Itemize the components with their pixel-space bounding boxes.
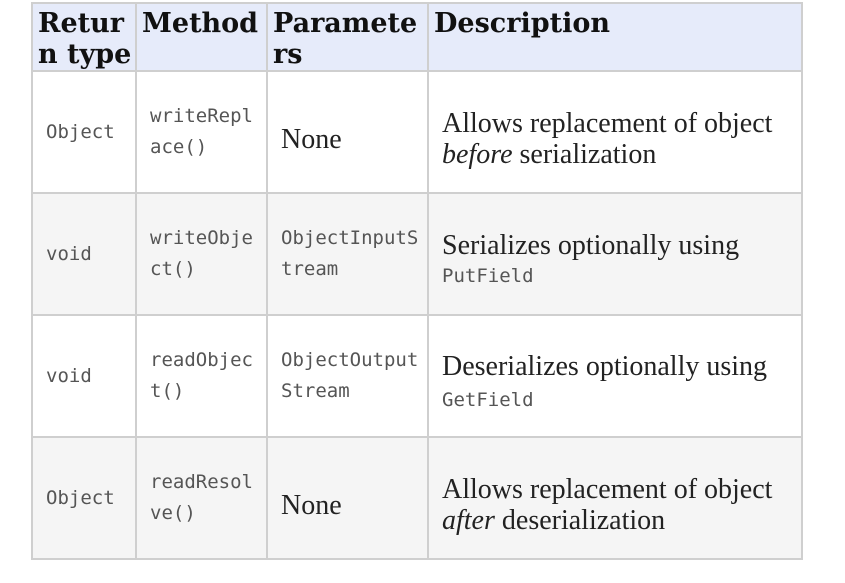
header-parameters: Parameters	[266, 2, 429, 72]
cell-parameters: None	[266, 70, 429, 194]
description-text: serialization	[512, 139, 657, 170]
header-return-type: Return type	[31, 2, 137, 72]
cell-return-type: Object	[31, 70, 137, 194]
cell-return-type: void	[31, 192, 137, 316]
cell-parameters: ObjectOutputStream	[266, 314, 429, 438]
description-text: Serializes optionally using	[442, 230, 740, 261]
cell-parameters: ObjectInputStream	[266, 192, 429, 316]
cell-method: readObject()	[135, 314, 268, 438]
cell-return-type: void	[31, 314, 137, 438]
cell-return-type: Object	[31, 436, 137, 560]
cell-description: Allows replacement of object before seri…	[427, 70, 803, 194]
cell-description: Deserializes optionally using GetField	[427, 314, 803, 438]
description-text: Allows replacement of object	[442, 474, 773, 505]
serialization-methods-table: Return type Method Parameters Descriptio…	[31, 2, 803, 560]
description-emphasis: before	[442, 139, 513, 170]
description-text: Deserializes optionally using	[442, 350, 768, 382]
header-method: Method	[135, 2, 268, 72]
cell-description: Serializes optionally using PutField	[427, 192, 803, 316]
description-emphasis: after	[442, 505, 495, 536]
description-code: GetField	[442, 388, 534, 411]
table-row: void writeObject() ObjectInputStream Ser…	[31, 192, 803, 316]
header-description: Description	[427, 2, 803, 72]
cell-method: readResolve()	[135, 436, 268, 560]
description-code: PutField	[442, 265, 534, 287]
cell-method: writeReplace()	[135, 70, 268, 194]
cell-parameters: None	[266, 436, 429, 560]
cell-method: writeObject()	[135, 192, 268, 316]
table-row: void readObject() ObjectOutputStream Des…	[31, 314, 803, 438]
description-text: deserialization	[494, 505, 666, 536]
table-row: Object readResolve() None Allows replace…	[31, 436, 803, 560]
description-text: Allows replacement of object	[442, 108, 773, 139]
table-header-row: Return type Method Parameters Descriptio…	[31, 2, 803, 72]
cell-description: Allows replacement of object after deser…	[427, 436, 803, 560]
table-row: Object writeReplace() None Allows replac…	[31, 70, 803, 194]
